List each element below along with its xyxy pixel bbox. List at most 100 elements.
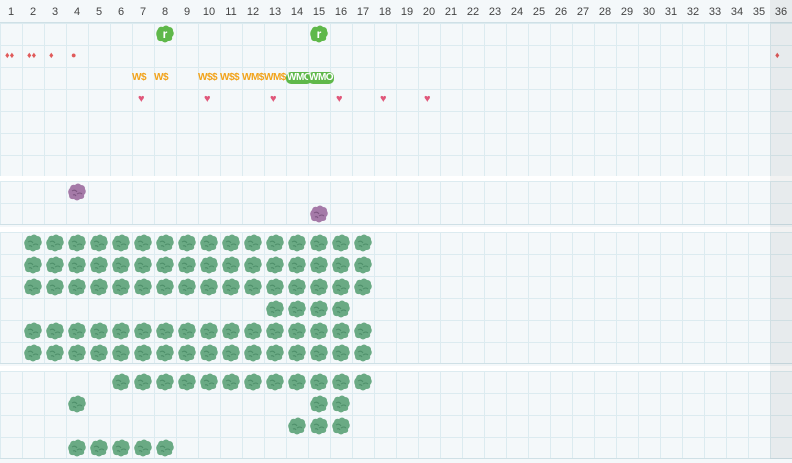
bush-sprite[interactable] — [331, 233, 351, 258]
bush-sprite[interactable] — [353, 372, 373, 397]
bush-sprite[interactable] — [331, 372, 351, 397]
bush-sprite[interactable] — [331, 255, 351, 280]
bush-sprite[interactable] — [89, 277, 109, 302]
bush-sprite[interactable] — [199, 343, 219, 368]
bush-sprite[interactable] — [221, 321, 241, 346]
green-token[interactable]: WMO — [308, 72, 335, 84]
green-r-tile[interactable]: r — [309, 24, 329, 49]
bush-sprite[interactable] — [89, 438, 109, 463]
bush-sprite[interactable] — [199, 255, 219, 280]
gold-token[interactable]: WM$ — [264, 72, 286, 83]
gold-token[interactable]: W$$ — [198, 72, 218, 83]
bush-sprite[interactable] — [177, 277, 197, 302]
bush-sprite[interactable] — [23, 233, 43, 258]
bush-sprite[interactable] — [331, 277, 351, 302]
bush-sprite[interactable] — [133, 321, 153, 346]
bush-sprite[interactable] — [331, 299, 351, 324]
bush-sprite[interactable] — [67, 438, 87, 463]
bush-sprite[interactable] — [331, 343, 351, 368]
bush-sprite[interactable] — [243, 372, 263, 397]
bush-sprite[interactable] — [111, 233, 131, 258]
bush-sprite[interactable] — [67, 343, 87, 368]
heart-icon[interactable]: ♥ — [424, 93, 431, 105]
bush-sprite[interactable] — [243, 233, 263, 258]
bush-sprite[interactable] — [309, 255, 329, 280]
bush-sprite[interactable] — [265, 277, 285, 302]
bush-sprite[interactable] — [45, 255, 65, 280]
bush-sprite[interactable] — [111, 438, 131, 463]
heart-icon[interactable]: ♥ — [204, 93, 211, 105]
bush-sprite[interactable] — [177, 233, 197, 258]
bush-sprite[interactable] — [331, 394, 351, 419]
bush-sprite[interactable] — [155, 233, 175, 258]
bush-sprite[interactable] — [243, 321, 263, 346]
bush-sprite[interactable] — [287, 372, 307, 397]
bush-sprite[interactable] — [221, 255, 241, 280]
bush-sprite[interactable] — [199, 233, 219, 258]
bush-sprite[interactable] — [221, 372, 241, 397]
heart-icon[interactable]: ♥ — [380, 93, 387, 105]
bush-sprite[interactable] — [353, 343, 373, 368]
bush-sprite[interactable] — [243, 255, 263, 280]
bush-sprite[interactable] — [353, 233, 373, 258]
bush-sprite[interactable] — [287, 343, 307, 368]
bush-sprite[interactable] — [23, 255, 43, 280]
red-drop-icon[interactable]: ● — [71, 50, 77, 60]
bush-sprite[interactable] — [331, 416, 351, 441]
bush-sprite[interactable] — [309, 321, 329, 346]
bush-sprite[interactable] — [353, 277, 373, 302]
bush-sprite[interactable] — [45, 321, 65, 346]
bush-sprite[interactable] — [133, 233, 153, 258]
bush-sprite[interactable] — [199, 277, 219, 302]
bush-sprite[interactable] — [89, 321, 109, 346]
gold-token[interactable]: W$ — [132, 72, 147, 83]
bush-sprite[interactable] — [155, 372, 175, 397]
bush-sprite[interactable] — [265, 299, 285, 324]
bush-sprite[interactable] — [111, 255, 131, 280]
bush-sprite[interactable] — [309, 299, 329, 324]
bush-sprite[interactable] — [265, 321, 285, 346]
bush-sprite[interactable] — [155, 438, 175, 463]
bush-sprite[interactable] — [133, 277, 153, 302]
bush-sprite[interactable] — [265, 255, 285, 280]
bush-sprite[interactable] — [309, 372, 329, 397]
red-drop-icon[interactable]: ♦ — [775, 50, 780, 60]
red-drop-icon[interactable]: ♦♦ — [5, 50, 15, 60]
bush-sprite[interactable] — [221, 343, 241, 368]
green-r-tile[interactable]: r — [155, 24, 175, 49]
gold-token[interactable]: WM$ — [242, 72, 264, 83]
bush-sprite[interactable] — [309, 394, 329, 419]
bush-sprite[interactable] — [177, 255, 197, 280]
bush-sprite[interactable] — [243, 277, 263, 302]
bush-sprite[interactable] — [243, 343, 263, 368]
bush-sprite[interactable] — [287, 277, 307, 302]
red-drop-icon[interactable]: ♦ — [49, 50, 54, 60]
bush-sprite[interactable] — [287, 299, 307, 324]
bush-sprite[interactable] — [133, 438, 153, 463]
bush-sprite[interactable] — [45, 233, 65, 258]
red-drop-icon[interactable]: ♦♦ — [27, 50, 37, 60]
green-token[interactable]: WMO — [286, 72, 313, 84]
bush-sprite[interactable] — [23, 321, 43, 346]
bush-sprite[interactable] — [287, 233, 307, 258]
bush-sprite[interactable] — [67, 255, 87, 280]
bush-sprite[interactable] — [155, 255, 175, 280]
bush-sprite[interactable] — [155, 343, 175, 368]
bush-sprite[interactable] — [133, 255, 153, 280]
purple-bush-sprite[interactable] — [309, 204, 329, 229]
bush-sprite[interactable] — [221, 277, 241, 302]
bush-sprite[interactable] — [67, 321, 87, 346]
bush-sprite[interactable] — [199, 321, 219, 346]
bush-sprite[interactable] — [133, 372, 153, 397]
bush-sprite[interactable] — [309, 233, 329, 258]
bush-sprite[interactable] — [133, 343, 153, 368]
bush-sprite[interactable] — [23, 277, 43, 302]
bush-sprite[interactable] — [111, 277, 131, 302]
bush-sprite[interactable] — [177, 372, 197, 397]
bush-sprite[interactable] — [111, 321, 131, 346]
bush-sprite[interactable] — [155, 321, 175, 346]
bush-sprite[interactable] — [89, 255, 109, 280]
purple-bush-sprite[interactable] — [67, 182, 87, 207]
gold-token[interactable]: W$ — [154, 72, 169, 83]
bush-sprite[interactable] — [45, 343, 65, 368]
